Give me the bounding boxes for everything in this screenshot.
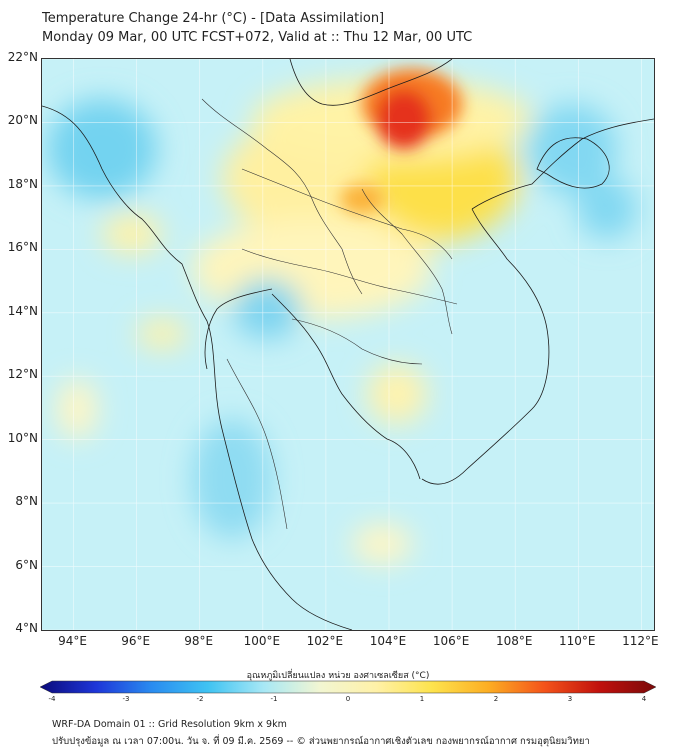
lat-label: 14°N [7,303,38,318]
colorbar-tick-label: -1 [270,695,278,703]
colorbar-tick-label: 1 [419,695,425,703]
lon-label: 98°E [184,634,214,648]
colorbar-tick-label: -4 [48,695,56,703]
lat-label: 22°N [7,50,38,64]
lon-label: 100°E [243,634,281,648]
colorbar [40,680,656,694]
colorbar-tick-label: 0 [345,695,351,703]
map-panel [41,58,655,631]
lat-label: 10°N [7,430,38,445]
colorbar-tick-label: 2 [493,695,499,703]
lon-label: 112°E [622,634,659,648]
lon-label: 108°E [495,634,533,648]
colorbar-tick-label: -2 [196,695,204,703]
lon-label: 110°E [559,634,596,648]
chart-subtitle: Monday 09 Mar, 00 UTC FCST+072, Valid at… [42,30,473,45]
lon-label: 94°E [58,634,87,648]
lat-label: 12°N [7,367,38,382]
chart-title: Temperature Change 24-hr (°C) - [Data As… [42,11,385,26]
coastlines [42,59,654,630]
colorbar-tick-label: -3 [122,695,130,703]
lat-label: 6°N [15,557,38,572]
colorbar-tick-label: 4 [641,695,647,703]
lat-label: 4°N [15,621,38,635]
lat-label: 18°N [7,176,38,191]
colorbar-tick-label: 3 [567,695,573,703]
lon-label: 96°E [121,634,151,648]
province-borders [201,98,458,530]
graticule [42,59,654,630]
lon-label: 102°E [306,634,344,648]
temperature-hotspot [340,69,462,214]
temperature-map [42,59,654,630]
lat-label: 20°N [7,113,38,128]
colorbar-bar [40,680,656,694]
footer-credits: ปรับปรุงข้อมูล ณ เวลา 07:00น. วัน จ. ที่… [52,736,590,747]
temperature-field [47,79,637,564]
lon-label: 104°E [369,634,407,648]
colorbar-title: อุณหภูมิเปลี่ยนแปลง หน่วย องศาเซลเซียส (… [246,671,430,681]
lon-label: 106°E [432,634,470,648]
lat-label: 16°N [7,240,38,255]
lat-label: 8°N [15,494,38,509]
footer-model-info: WRF-DA Domain 01 :: Grid Resolution 9km … [52,719,287,730]
